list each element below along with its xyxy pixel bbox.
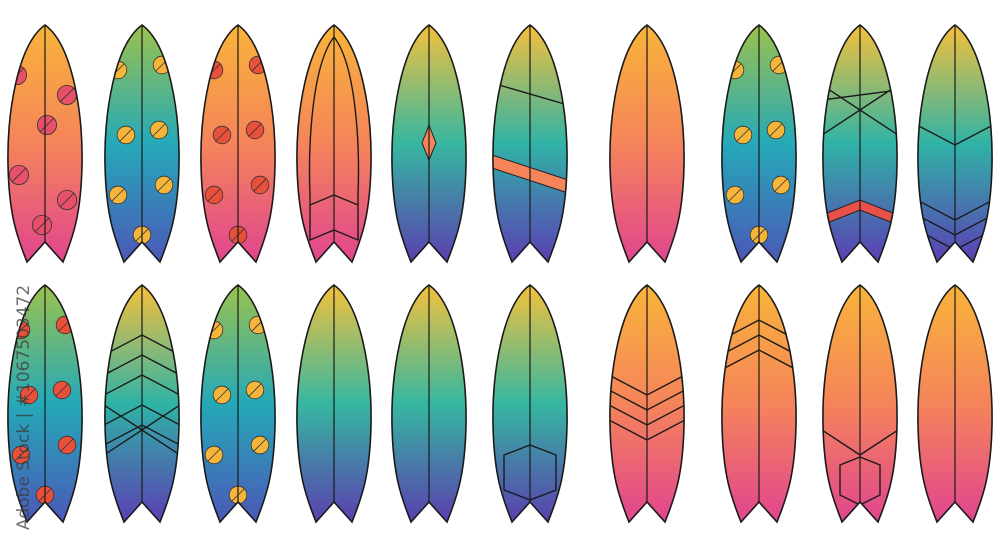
surfboard [7, 24, 83, 264]
surfboard-outline [917, 284, 993, 524]
surfboard-outline [7, 24, 83, 264]
surfboard [822, 284, 898, 524]
surfboard-decoration [204, 55, 270, 245]
surfboard [296, 24, 372, 264]
surfboard [917, 24, 993, 264]
surfboard [822, 24, 898, 264]
surfboard-decoration [7, 65, 78, 235]
surfboard-outline [7, 284, 83, 524]
surfboard-outline [492, 24, 568, 264]
surfboard [492, 24, 568, 264]
surfboard [104, 284, 180, 524]
surfboard [721, 284, 797, 524]
surfboard-outline [104, 24, 180, 264]
surfboard-outline [609, 24, 685, 264]
surfboard-outline [822, 284, 898, 524]
surfboard [391, 24, 467, 264]
surfboard [391, 284, 467, 524]
surfboard [609, 284, 685, 524]
surfboard-outline [822, 24, 898, 264]
surfboard-outline [391, 24, 467, 264]
surfboard [609, 24, 685, 264]
surfboard-outline [391, 284, 467, 524]
surfboard [721, 24, 797, 264]
surfboard-outline [721, 284, 797, 524]
surfboard [200, 284, 276, 524]
surfboard-outline [721, 24, 797, 264]
surfboard-outline [104, 284, 180, 524]
surfboard [917, 284, 993, 524]
surfboard-outline [200, 284, 276, 524]
surfboard [492, 284, 568, 524]
surfboard [200, 24, 276, 264]
surfboard-outline [296, 24, 372, 264]
surfboard-outline [917, 24, 993, 264]
surfboard [296, 284, 372, 524]
watermark: Adobe Stock | #1067503472 [14, 284, 34, 530]
surfboard-outline [200, 24, 276, 264]
surfboard-outline [492, 284, 568, 524]
surfboard [104, 24, 180, 264]
surfboard-outline [296, 284, 372, 524]
surfboard-outline [609, 284, 685, 524]
